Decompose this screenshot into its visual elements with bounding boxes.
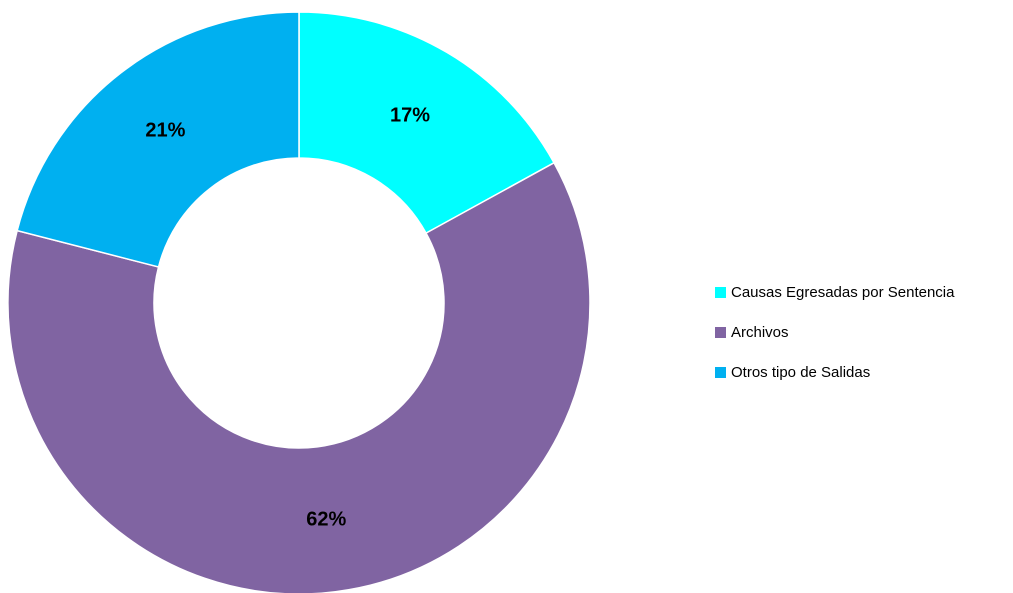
slice-2 [7, 161, 591, 593]
legend-swatch [715, 286, 726, 298]
legend-item: Otros tipo de Salidas [715, 362, 954, 382]
legend-item: Causas Egresadas por Sentencia [715, 282, 954, 302]
legend-swatch [715, 326, 726, 338]
legend-item: Archivos [715, 322, 954, 342]
slice-label-3: 21% [145, 120, 185, 142]
legend-label: Archivos [731, 323, 789, 341]
legend-label: Otros tipo de Salidas [731, 363, 871, 381]
legend-swatch [715, 366, 726, 378]
slice-1 [298, 11, 556, 235]
legend-label: Causas Egresadas por Sentencia [731, 283, 955, 301]
slice-3 [16, 11, 300, 268]
slice-label-1: 17% [390, 104, 430, 126]
chart-legend: Causas Egresadas por Sentencia Archivos Ot… [715, 282, 954, 402]
slice-label-2: 62% [306, 508, 346, 530]
